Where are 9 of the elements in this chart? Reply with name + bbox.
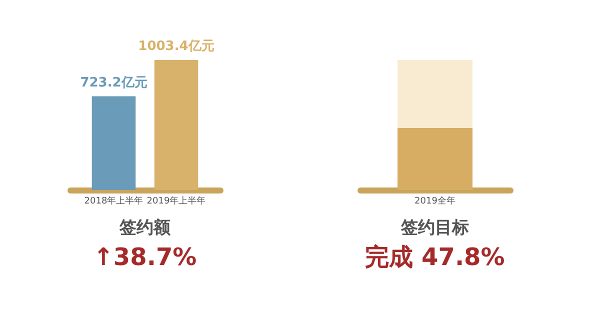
x-tick-label: 2019全年 — [414, 196, 456, 206]
data-label: 1003.4亿元 — [138, 39, 214, 54]
text: 完成 47.8% — [365, 243, 505, 271]
text: ↑38.7% — [93, 243, 197, 271]
x-tick-label: 2019年上半年 — [146, 196, 206, 206]
text: 签约额 — [118, 218, 172, 238]
data-label: 723.2亿元 — [80, 75, 148, 90]
x-tick-label: 2018年上半年 — [84, 196, 144, 206]
text: 签约目标 — [400, 218, 469, 238]
